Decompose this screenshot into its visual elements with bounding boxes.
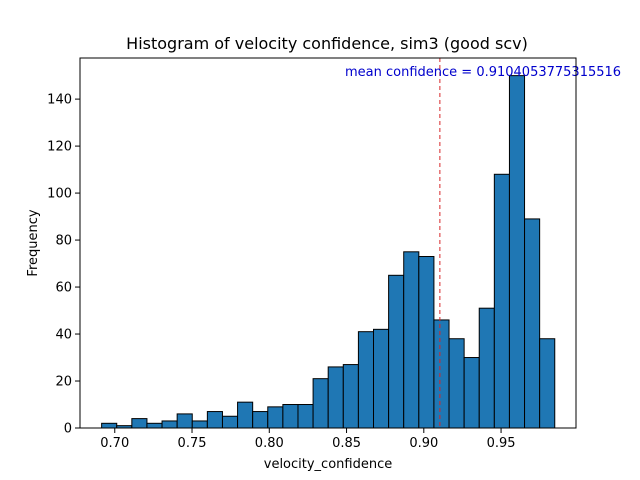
histogram-bar	[297, 404, 314, 429]
y-tick-label: 120	[47, 140, 72, 155]
histogram-bar	[131, 418, 148, 429]
mean-annotation: mean confidence = 0.9104053775315516	[345, 65, 621, 80]
histogram-bar	[478, 307, 495, 429]
histogram-bar	[418, 256, 435, 429]
histogram-bar	[463, 357, 480, 429]
y-axis-label: Frequency	[26, 209, 41, 276]
y-tick-label: 0	[64, 422, 72, 437]
histogram-bar	[524, 218, 541, 429]
x-axis-label: velocity_confidence	[264, 457, 392, 472]
y-axis-ticks: 0 20 40 60 80 100 120 140	[47, 93, 80, 437]
histogram-bar	[176, 413, 193, 429]
histogram-bar	[206, 411, 223, 429]
histogram-bar	[267, 406, 284, 429]
histogram-bar	[161, 420, 178, 429]
histogram-bar	[508, 75, 526, 429]
x-tick-label: 0.70	[100, 436, 129, 451]
bars-group	[101, 75, 556, 429]
histogram-bar	[342, 364, 359, 429]
x-tick-label: 0.80	[255, 436, 284, 451]
mean-line-group: mean confidence = 0.9104053775315516	[345, 58, 621, 428]
histogram-bar	[221, 415, 239, 429]
histogram-bar	[388, 274, 405, 429]
histogram-bar	[357, 331, 375, 429]
histogram-bar	[327, 366, 344, 429]
y-tick-label: 80	[55, 234, 72, 249]
y-tick-label: 140	[47, 93, 72, 108]
y-tick-label: 60	[55, 281, 72, 296]
histogram-bar	[101, 422, 118, 429]
histogram-bar	[448, 338, 465, 429]
histogram-bar	[237, 401, 254, 429]
x-tick-label: 0.90	[409, 436, 438, 451]
y-tick-label: 40	[55, 328, 72, 343]
x-tick-label: 0.75	[178, 436, 207, 451]
histogram-bar	[403, 251, 420, 429]
histogram-bar	[373, 328, 390, 429]
x-axis-ticks: 0.70 0.75 0.80 0.85 0.90 0.95	[100, 428, 516, 451]
x-tick-label: 0.85	[332, 436, 361, 451]
histogram-bar	[539, 338, 556, 429]
histogram-bar	[146, 422, 163, 429]
y-tick-label: 20	[55, 375, 72, 390]
chart-title: Histogram of velocity confidence, sim3 (…	[126, 34, 528, 53]
histogram-bar	[493, 173, 510, 429]
histogram-bar	[312, 378, 329, 429]
histogram-bar	[433, 319, 450, 429]
histogram-bar	[191, 420, 208, 429]
histogram-bar	[282, 404, 299, 429]
histogram-bar	[252, 411, 269, 429]
y-tick-label: 100	[47, 187, 72, 202]
plot-frame	[79, 57, 577, 429]
x-tick-label: 0.95	[487, 436, 516, 451]
